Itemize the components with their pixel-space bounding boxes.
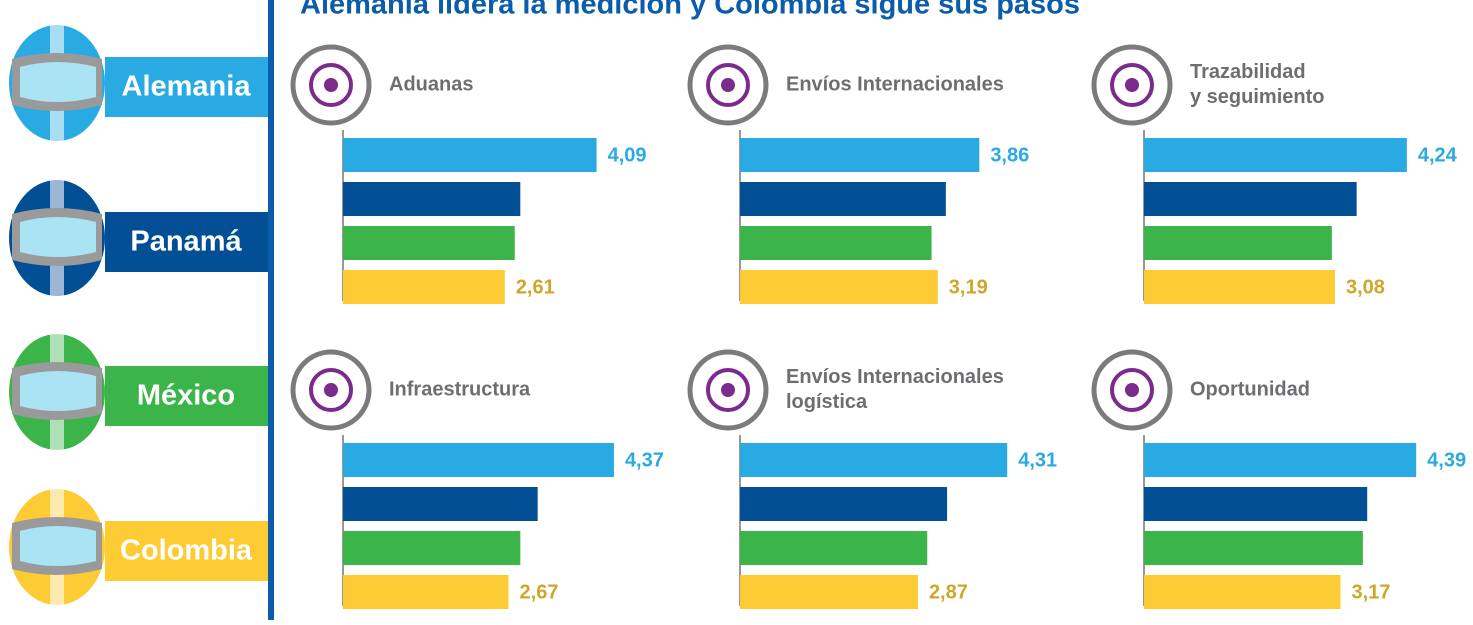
bar: [1144, 182, 1357, 216]
bar: [1144, 575, 1341, 609]
bar: [1144, 531, 1363, 565]
icon-dot: [721, 383, 735, 397]
value-label: 4,24: [1418, 144, 1458, 166]
helmet: [9, 334, 105, 454]
value-label: 4,09: [608, 144, 647, 166]
legend-label: Panamá: [130, 226, 242, 258]
helmet: [9, 25, 105, 145]
bar: [343, 443, 614, 477]
bar: [343, 487, 538, 521]
bar: [740, 575, 918, 609]
bar: [740, 226, 932, 260]
chart-title: Oportunidad: [1190, 378, 1310, 400]
helmet: [9, 180, 105, 300]
bar: [740, 182, 946, 216]
page-title: Alemania lidera la medición y Colombia s…: [300, 0, 1080, 21]
icon-dot: [1125, 383, 1139, 397]
value-label: 4,37: [625, 449, 664, 471]
helmet-glass: [20, 526, 96, 566]
value-label: 4,31: [1018, 449, 1057, 471]
icon-dot: [324, 78, 338, 92]
divider: [268, 0, 274, 620]
bar: [740, 138, 979, 172]
bar: [740, 443, 1007, 477]
bar: [1144, 138, 1407, 172]
chart-title: Trazabilidad: [1190, 61, 1306, 83]
icon-dot: [1125, 78, 1139, 92]
icon-dot: [324, 383, 338, 397]
icon-dot: [721, 78, 735, 92]
value-label: 3,19: [949, 276, 988, 298]
helmet: [9, 489, 105, 609]
bar: [740, 487, 947, 521]
bar: [1144, 270, 1335, 304]
chart-title: Infraestructura: [389, 378, 531, 400]
bar: [740, 270, 938, 304]
bar: [1144, 443, 1416, 477]
legend-label: Colombia: [120, 535, 253, 567]
helmet-glass: [20, 62, 96, 102]
helmet-glass: [20, 371, 96, 411]
value-label: 4,39: [1427, 449, 1466, 471]
bar: [343, 182, 520, 216]
value-label: 2,87: [929, 581, 968, 603]
chart-title: Envíos Internacionales: [786, 73, 1004, 95]
value-label: 2,67: [520, 581, 559, 603]
value-label: 3,86: [990, 144, 1029, 166]
chart-title: y seguimiento: [1190, 86, 1324, 108]
bar: [740, 531, 927, 565]
value-label: 3,08: [1346, 276, 1385, 298]
chart-title: Envíos Internacionales: [786, 366, 1004, 388]
bar: [343, 531, 520, 565]
helmet-glass: [20, 217, 96, 257]
bar: [1144, 226, 1332, 260]
value-label: 2,61: [516, 276, 555, 298]
bar: [343, 226, 515, 260]
chart-title: logística: [786, 391, 868, 413]
chart-title: Aduanas: [389, 73, 473, 95]
bar: [343, 270, 505, 304]
infographic: Alemania lidera la medición y Colombia s…: [0, 0, 1473, 620]
bar: [343, 575, 509, 609]
bar: [1144, 487, 1367, 521]
bar: [343, 138, 597, 172]
legend-label: México: [137, 380, 235, 412]
legend-label: Alemania: [122, 71, 252, 103]
value-label: 3,17: [1352, 581, 1391, 603]
